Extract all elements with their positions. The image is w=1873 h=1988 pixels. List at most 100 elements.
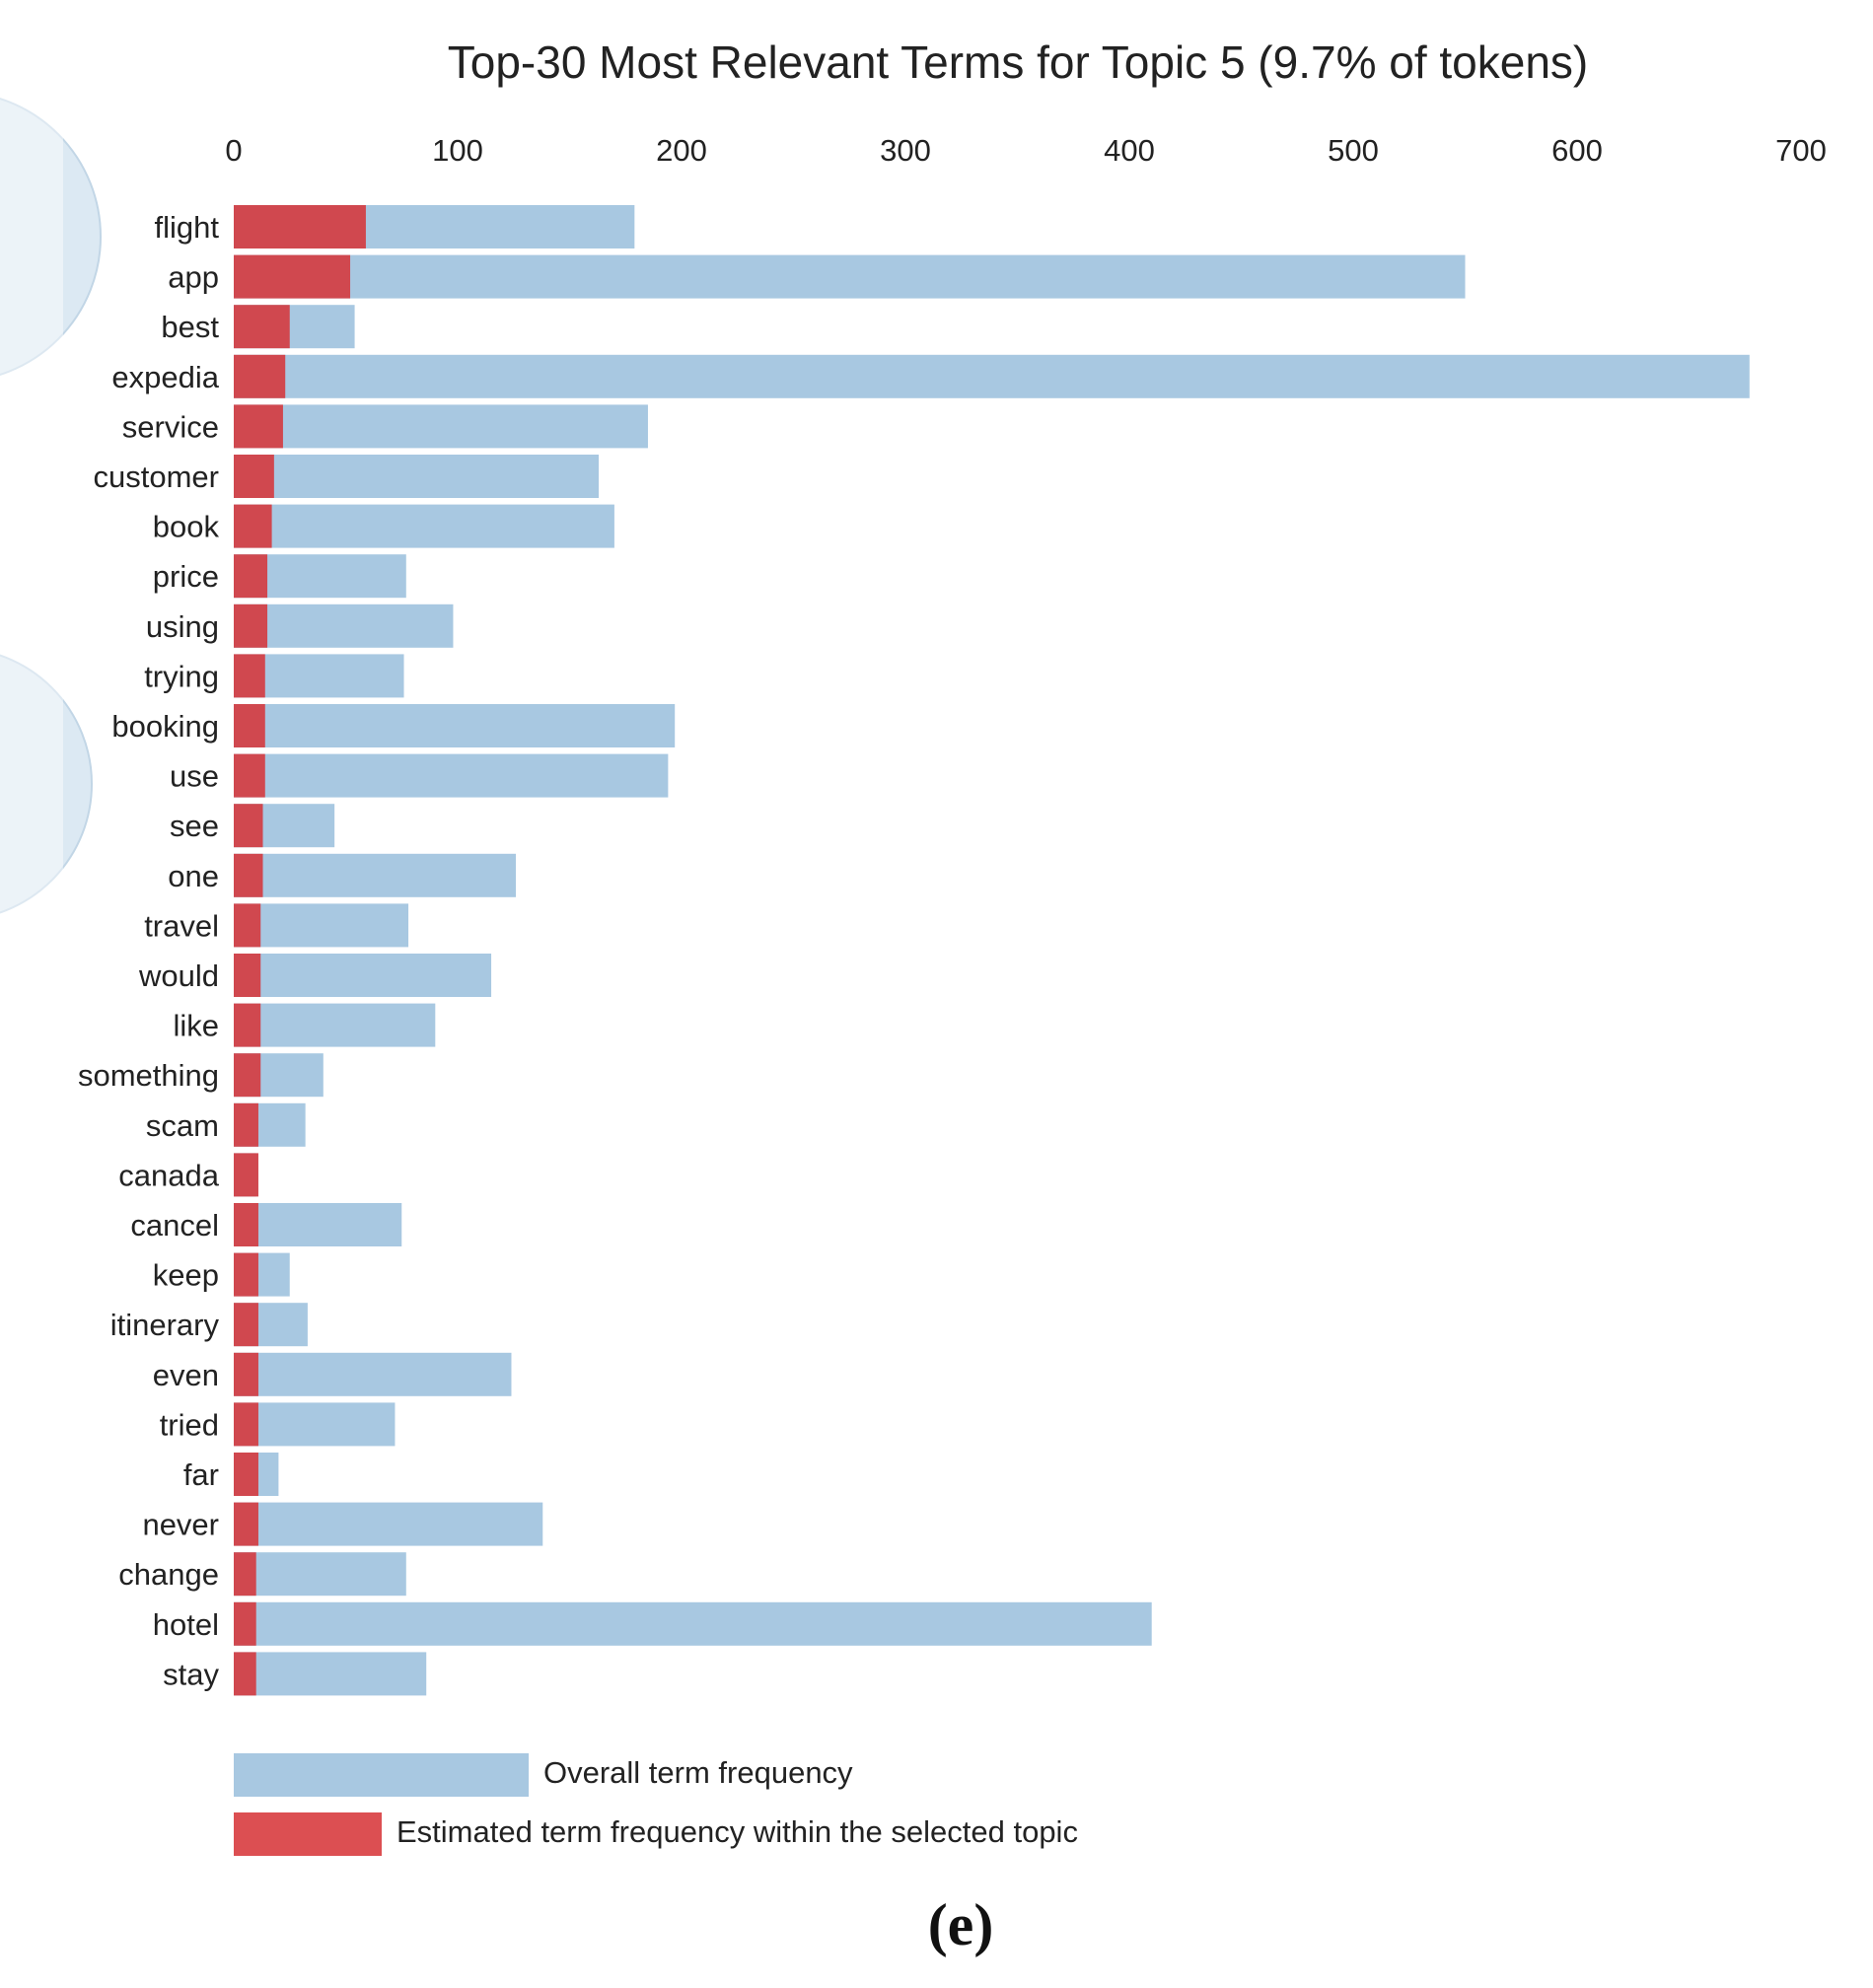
- term-label: change: [118, 1557, 219, 1592]
- bar-row: [234, 1352, 512, 1396]
- bar-row: [234, 903, 409, 948]
- legend-topic-swatch: [234, 1812, 382, 1856]
- bar-topic-frequency: [234, 1003, 261, 1047]
- bar-row: [234, 654, 404, 698]
- bar-overall-frequency: [234, 1652, 427, 1696]
- term-label: flight: [155, 210, 220, 245]
- bar-row: [234, 1102, 306, 1147]
- background-circles: [0, 0, 102, 1775]
- bar-topic-frequency: [234, 753, 265, 798]
- background-circle: [0, 98, 102, 376]
- bar-topic-frequency: [234, 804, 263, 848]
- bar-topic-frequency: [234, 1552, 256, 1597]
- chart-title: Top-30 Most Relevant Terms for Topic 5 (…: [447, 36, 1589, 88]
- term-labels: flight app best expedia service customer book p…: [78, 210, 220, 1691]
- bar-row: [234, 853, 517, 897]
- term-label: price: [153, 559, 219, 594]
- bar-overall-frequency: [234, 1552, 406, 1597]
- background-circle: [0, 654, 93, 914]
- bar-overall-frequency: [234, 504, 614, 548]
- legend-overall: Overall term frequency: [234, 1753, 1220, 1797]
- bar-topic-frequency: [234, 504, 272, 548]
- bar-topic-frequency: [234, 1652, 256, 1696]
- bar-topic-frequency: [234, 455, 274, 498]
- bar-topic-frequency: [234, 1402, 258, 1447]
- bar-topic-frequency: [234, 954, 261, 997]
- term-label: booking: [111, 709, 219, 744]
- bar-overall-frequency: [234, 954, 492, 997]
- bar-topic-frequency: [234, 1502, 258, 1546]
- term-label: travel: [144, 908, 219, 943]
- bar-overall-frequency: [234, 853, 517, 897]
- bar-chart: 0 100 200 300 400 500 600 700 flight app best expe…: [0, 0, 1827, 1775]
- bar-topic-frequency: [234, 404, 283, 449]
- bar-topic-frequency: [234, 1053, 261, 1098]
- x-axis: 0 100 200 300 400 500 600 700: [225, 133, 1826, 168]
- bar-row: [234, 604, 454, 648]
- bar-overall-frequency: [234, 254, 1466, 299]
- bar-topic-frequency: [234, 1102, 258, 1147]
- bar-row: [234, 1053, 324, 1098]
- legend-overall-swatch: [234, 1753, 529, 1797]
- term-label: never: [142, 1508, 219, 1542]
- term-label: hotel: [153, 1607, 219, 1642]
- bar-overall-frequency: [234, 704, 676, 747]
- bar-topic-frequency: [234, 554, 268, 599]
- x-tick-label: 300: [880, 133, 931, 168]
- legend-topic: Estimated term frequency within the sele…: [234, 1812, 1417, 1856]
- bar-topic-frequency: [234, 1601, 256, 1646]
- bar-overall-frequency: [234, 1402, 396, 1447]
- bar-row: [234, 1652, 427, 1696]
- bar-topic-frequency: [234, 1203, 258, 1246]
- bar-topic-frequency: [234, 1303, 258, 1347]
- panel-letter: (e): [927, 1892, 994, 1957]
- bar-row: [234, 1153, 258, 1197]
- bar-row: [234, 1003, 436, 1047]
- bar-topic-frequency: [234, 654, 265, 698]
- x-tick-label: 600: [1551, 133, 1603, 168]
- bar-row: [234, 1303, 308, 1347]
- bar-row: [234, 554, 406, 599]
- term-label: scam: [146, 1108, 219, 1143]
- bar-row: [234, 305, 355, 349]
- bar-overall-frequency: [234, 1352, 512, 1396]
- bar-overall-frequency: [234, 1502, 543, 1546]
- term-label: far: [183, 1457, 219, 1492]
- bar-row: [234, 753, 669, 798]
- bar-overall-frequency: [234, 354, 1750, 398]
- bar-row: [234, 455, 600, 498]
- term-label: like: [173, 1009, 219, 1043]
- bar-overall-frequency: [234, 604, 454, 648]
- bar-row: [234, 1203, 402, 1246]
- bar-overall-frequency: [234, 404, 648, 449]
- bar-topic-frequency: [234, 1153, 258, 1197]
- bar-topic-frequency: [234, 903, 261, 948]
- bar-topic-frequency: [234, 604, 268, 648]
- bar-overall-frequency: [234, 1601, 1152, 1646]
- x-tick-label: 0: [225, 133, 242, 168]
- bar-topic-frequency: [234, 205, 366, 248]
- x-tick-label: 500: [1328, 133, 1379, 168]
- x-tick-label: 700: [1775, 133, 1827, 168]
- term-label: tried: [160, 1407, 219, 1442]
- bar-overall-frequency: [234, 753, 669, 798]
- term-label: using: [146, 609, 219, 644]
- term-label: itinerary: [110, 1308, 220, 1342]
- term-label: canada: [118, 1158, 219, 1192]
- term-label: even: [153, 1358, 219, 1392]
- bar-row: [234, 1252, 290, 1297]
- term-label: expedia: [111, 360, 219, 394]
- term-label: cancel: [130, 1208, 219, 1242]
- term-label: customer: [94, 460, 219, 494]
- bar-topic-frequency: [234, 704, 265, 747]
- bar-topic-frequency: [234, 1453, 258, 1496]
- bar-row: [234, 404, 648, 449]
- term-label: something: [78, 1058, 219, 1093]
- bar-overall-frequency: [234, 903, 409, 948]
- bar-row: [234, 704, 676, 747]
- bar-overall-frequency: [234, 455, 600, 498]
- term-label: one: [168, 859, 219, 893]
- term-label: use: [170, 759, 219, 794]
- bar-overall-frequency: [234, 1203, 402, 1246]
